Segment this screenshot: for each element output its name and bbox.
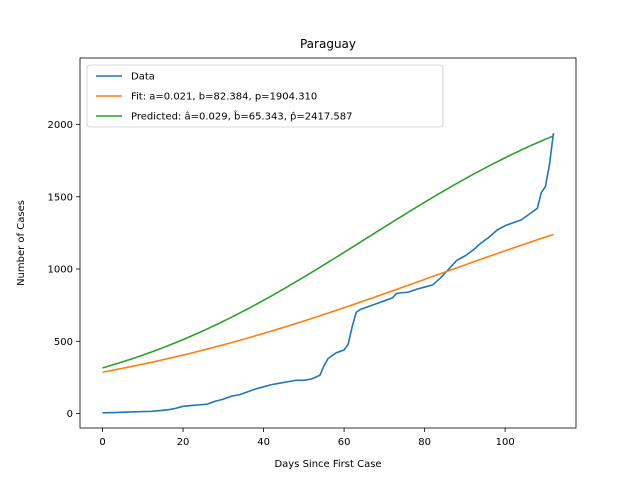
x-tick-label: 40 <box>257 437 270 448</box>
x-tick-label: 80 <box>418 437 431 448</box>
plot-frame <box>79 57 577 429</box>
x-tick-label: 100 <box>496 437 515 448</box>
legend-label-1: Data <box>131 72 155 83</box>
series-line-3 <box>102 135 554 369</box>
x-tick-label: 20 <box>177 437 190 448</box>
x-axis-label: Days Since First Case <box>274 459 381 470</box>
y-tick-label: 1000 <box>48 265 73 276</box>
y-tick-label: 500 <box>54 337 73 348</box>
plot-lines <box>102 133 555 414</box>
legend-label-3: Predicted: â=0.029, b̂=65.343, p̂=2417.5… <box>131 110 353 123</box>
x-axis: 0 20 40 60 80 100 <box>99 428 515 448</box>
y-tick-label: 1500 <box>48 192 73 203</box>
y-tick-label: 2000 <box>48 120 73 131</box>
x-tick-label: 0 <box>99 437 105 448</box>
x-tick-label: 60 <box>338 437 351 448</box>
legend: Data Fit: a=0.021, b=82.384, p=1904.310 Pr… <box>86 64 444 128</box>
y-axis: 0 500 1000 1500 2000 <box>48 120 80 420</box>
series-line-2 <box>102 233 554 373</box>
series-line-1 <box>102 133 555 414</box>
legend-label-2: Fit: a=0.021, b=82.384, p=1904.310 <box>131 92 317 103</box>
chart-title: Paraguay <box>300 37 356 51</box>
y-tick-label: 0 <box>67 409 73 420</box>
y-axis-label: Number of Cases <box>16 200 27 286</box>
legend-box <box>86 64 444 128</box>
